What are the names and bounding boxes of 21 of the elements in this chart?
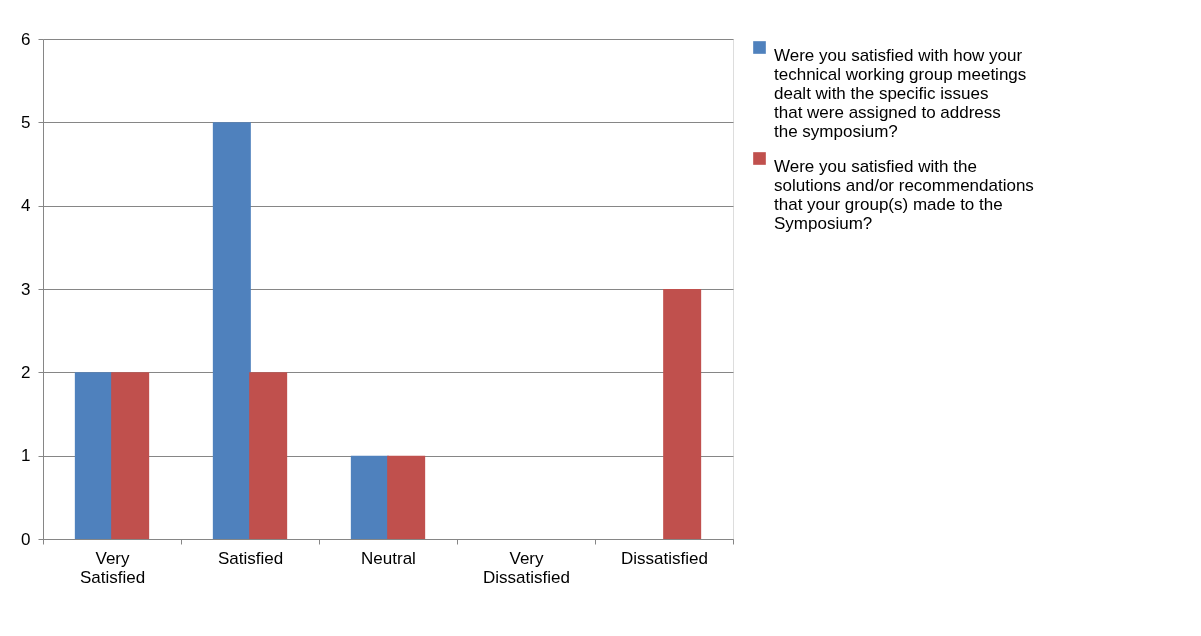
bar [212, 122, 251, 539]
x-tick-label: Satisfied [217, 548, 284, 568]
x-tick-label: Neutral [361, 548, 416, 568]
legend-label: Were you satisfied with the solutions and/or recommendations that your group(s) made to the Symposium? [774, 156, 1034, 233]
y-tick-label: 2 [21, 362, 31, 382]
bar [350, 455, 389, 539]
y-tick-label: 0 [21, 529, 31, 549]
legend-label: Were you satisfied with how your technical working group meetings dealt with the specific issues that were assigned to address the symposium? [774, 45, 1027, 141]
bar [663, 289, 702, 539]
x-tick-label: Dissatisfied [621, 548, 708, 568]
bar [111, 372, 150, 539]
y-tick-label: 6 [21, 29, 31, 49]
bar [74, 372, 113, 539]
y-tick-label: 1 [21, 446, 31, 466]
bar [387, 455, 426, 539]
bar [249, 372, 288, 539]
y-tick-label: 4 [21, 196, 31, 216]
x-tick-label: Very Dissatisfied [483, 548, 570, 587]
y-tick-label: 3 [21, 279, 31, 299]
y-tick-label: 5 [21, 112, 31, 132]
x-tick-label: Very Satisfied [79, 548, 146, 587]
